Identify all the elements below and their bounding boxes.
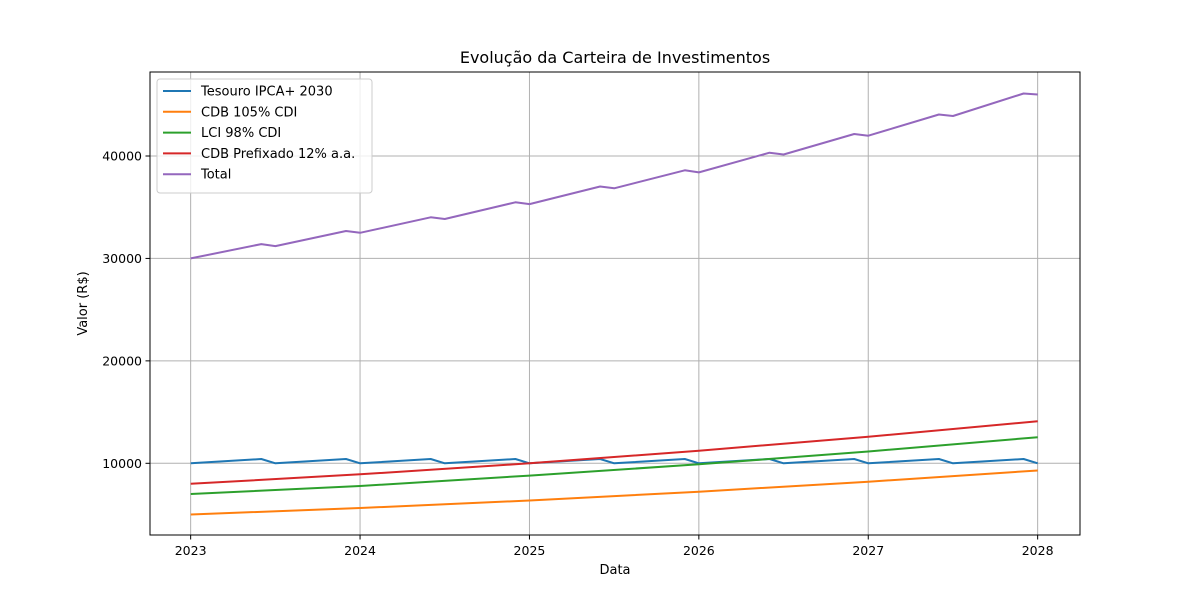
series-line — [190, 92, 1038, 260]
chart-title: Evolução da Carteira de Investimentos — [460, 48, 770, 67]
y-tick-label: 40000 — [102, 148, 142, 163]
legend: Tesouro IPCA+ 2030 CDB 105% CDI LCI 98% CD… — [156, 78, 373, 194]
y-tick-label: 30000 — [102, 251, 142, 266]
legend-label: CDB Prefixado 12% a.a. — [201, 147, 355, 162]
series-line — [190, 458, 1038, 465]
y-tick-label: 20000 — [102, 353, 142, 368]
series-line — [190, 420, 1038, 485]
x-tick-label: 2028 — [1022, 543, 1054, 558]
plot-area-frame — [149, 71, 1081, 536]
series-line — [190, 469, 1038, 516]
legend-box — [156, 78, 373, 194]
legend-label: CDB 105% CDI — [201, 105, 297, 120]
x-tick-label: 2024 — [344, 543, 376, 558]
x-axis-label: Data — [599, 563, 630, 578]
grid — [150, 72, 1080, 535]
legend-label: LCI 98% CDI — [201, 126, 281, 141]
x-tick-label: 2026 — [683, 543, 715, 558]
x-tick-label: 2023 — [175, 543, 207, 558]
legend-label: Tesouro IPCA+ 2030 — [200, 85, 333, 100]
x-tick-label: 2027 — [852, 543, 884, 558]
axis-ticks: 2023 2024 2025 2026 2027 2028 10000 20000 30000 4… — [102, 148, 1053, 558]
series-layer — [190, 92, 1038, 516]
legend-label: Total — [200, 168, 231, 183]
series-line — [190, 436, 1038, 495]
y-axis-label: Valor (R$) — [76, 271, 91, 335]
x-tick-label: 2025 — [514, 543, 546, 558]
y-tick-label: 10000 — [102, 456, 142, 471]
